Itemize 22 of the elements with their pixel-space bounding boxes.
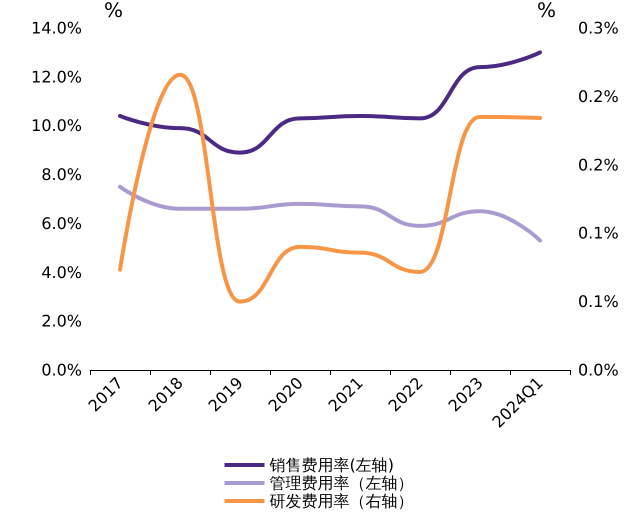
line-series	[118, 184, 542, 243]
y-tick-label: 4.0%	[41, 262, 82, 282]
y-tick-label: 8.0%	[41, 165, 82, 184]
y2-tick-label: 0.3%	[578, 18, 619, 38]
y2-axis-title: %	[536, 0, 556, 22]
line-series	[118, 50, 542, 155]
y-tick-label: 10.0%	[31, 116, 82, 136]
y-tick-label: 14.0%	[31, 18, 82, 38]
legend-label: 管理费用率（左轴）	[270, 474, 414, 492]
y2-tick-label: 0.1%	[578, 292, 619, 312]
y2-tick-label: 0.1%	[578, 224, 619, 243]
y-tick-label: 12.0%	[31, 67, 82, 86]
legend-label: 研发费用率（右轴）	[270, 492, 414, 510]
line-series	[118, 72, 542, 304]
y-axis-title: %	[104, 0, 124, 22]
y2-tick-label: 0.2%	[578, 155, 619, 174]
y2-tick-label: 0.2%	[578, 86, 619, 106]
y-tick-label: 0.0%	[41, 360, 82, 380]
y-tick-label: 6.0%	[41, 214, 82, 233]
y2-tick-label: 0.0%	[578, 360, 619, 380]
y-tick-label: 2.0%	[41, 312, 82, 331]
legend-label: 销售费用率(左轴)	[268, 456, 394, 474]
